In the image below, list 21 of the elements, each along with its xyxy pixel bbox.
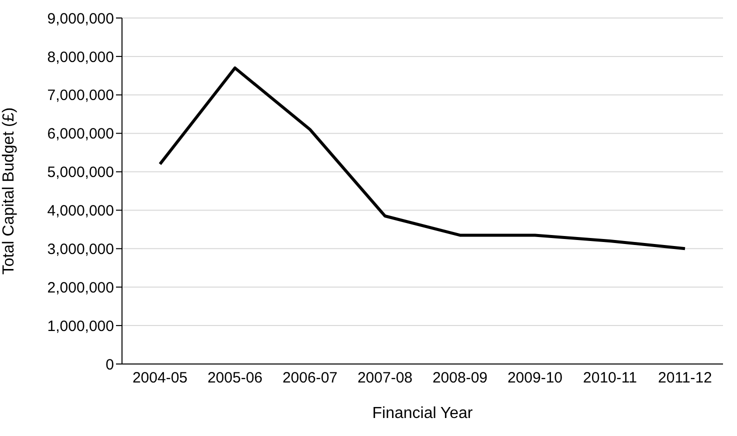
y-tick-label: 0 [106, 356, 114, 374]
x-tick-label: 2010-11 [583, 370, 637, 387]
x-tick-label: 2006-07 [282, 370, 338, 387]
y-tick-label: 9,000,000 [47, 10, 114, 28]
x-tick-label: 2008-09 [432, 370, 488, 387]
x-tick-label: 2011-12 [658, 370, 712, 387]
y-tick-label: 2,000,000 [47, 279, 114, 296]
y-tick-label: 3,000,000 [47, 240, 114, 258]
x-tick-label: 2004-05 [132, 370, 188, 387]
line-series [158, 66, 686, 250]
x-tick-label: 2005-06 [207, 370, 263, 387]
y-tick-label: 6,000,000 [47, 126, 114, 143]
y-tick-label: 1,000,000 [47, 318, 114, 335]
y-tick-label: 4,000,000 [47, 202, 114, 220]
x-tick-label: 2009-10 [507, 370, 563, 387]
y-tick-label: 5,000,000 [47, 164, 114, 182]
x-axis-title: Financial Year [372, 405, 474, 422]
y-tick-label: 8,000,000 [47, 48, 114, 66]
y-axis-title: Total Capital Budget (£) [0, 107, 18, 275]
y-tick-label: 7,000,000 [47, 87, 114, 104]
x-tick-label: 2007-08 [357, 370, 413, 387]
